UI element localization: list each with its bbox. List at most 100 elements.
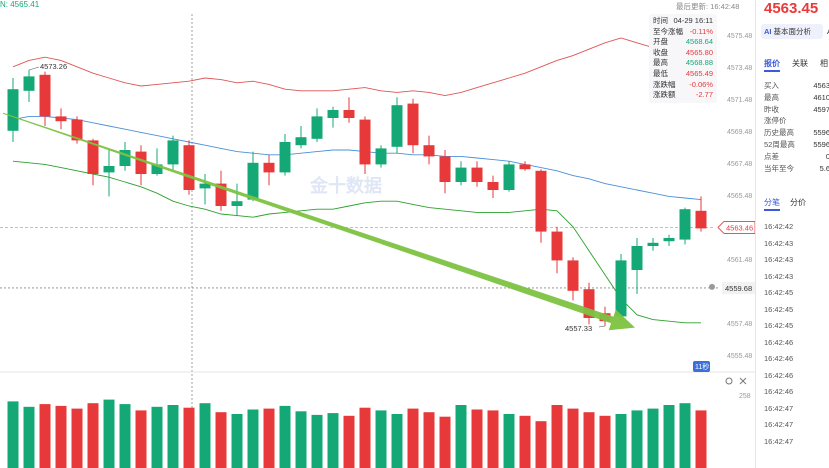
quote-row: 昨收 4597 xyxy=(764,104,829,116)
candle-body xyxy=(39,74,51,117)
volume-bar xyxy=(247,409,259,468)
candle-body xyxy=(247,162,259,200)
bell-icon xyxy=(709,283,715,290)
candle-body xyxy=(663,238,675,242)
volume-bar xyxy=(551,405,563,468)
volume-bar xyxy=(503,414,515,468)
tick-time: 16:42:47 xyxy=(764,403,794,413)
candle-body xyxy=(327,110,339,118)
candle-body xyxy=(151,164,163,174)
volume-bar xyxy=(327,413,339,468)
candlestick-chart[interactable]: 金十数据 4575.48 4573.48 4571.48 4569.48 4567.48 4… xyxy=(0,0,755,468)
volume-bar xyxy=(455,405,467,468)
ai-button-2[interactable]: A xyxy=(827,24,829,39)
ohlc-value: 04-29 16:11 xyxy=(673,16,713,25)
quote-label: 当年至今 xyxy=(764,163,794,173)
quote-value: 4563 xyxy=(813,81,829,90)
volume-bar xyxy=(487,410,499,468)
candle-body xyxy=(311,116,323,139)
volume-bar xyxy=(295,411,307,468)
candle-body xyxy=(135,151,147,174)
candle-body xyxy=(567,260,579,291)
ohlc-info-panel: 时间 04-29 16:11 至今涨幅 -0.11% 开盘 4568.64 收盘 4565.8… xyxy=(649,14,717,103)
volume-bar xyxy=(23,406,35,468)
volume-bar xyxy=(215,412,227,468)
volume-bar xyxy=(663,405,675,468)
quote-label: 昨收 xyxy=(764,104,779,114)
sidebar-tab[interactable]: 相 xyxy=(820,59,828,68)
ohlc-label: 收盘 xyxy=(653,47,668,57)
candle-body xyxy=(391,105,403,147)
chart-area[interactable]: 金十数据 4575.48 4573.48 4571.48 4569.48 4567.48 4… xyxy=(0,0,755,468)
ohlc-label: 最高 xyxy=(653,58,668,68)
quote-value: 5596 xyxy=(813,139,829,149)
tick-time: 16:42:43 xyxy=(764,271,794,281)
sidebar-tab[interactable]: 报价 xyxy=(764,59,780,72)
sidebar-tab[interactable]: 关联 xyxy=(792,59,808,68)
ohlc-value: -0.11% xyxy=(689,26,713,36)
candle-body xyxy=(55,116,67,122)
settings-icon xyxy=(725,377,733,385)
ai-analysis-label: 基本面分析 xyxy=(773,27,812,36)
volume-bar xyxy=(263,408,275,468)
watermark: 金十数据 xyxy=(309,175,382,196)
ohlc-value: -0.06% xyxy=(689,79,713,89)
tick-tabs: 分笔 分价 xyxy=(764,197,816,211)
candle-body xyxy=(503,164,515,190)
candle-body xyxy=(215,183,227,206)
volume-bar xyxy=(695,410,707,468)
ohlc-row: 涨跌幅 -0.06% xyxy=(653,80,713,91)
quote-label: 最高 xyxy=(764,92,779,102)
ohlc-row: 涨跌额 -2.77 xyxy=(653,90,713,101)
tick-time: 16:42:43 xyxy=(764,255,794,264)
ai-analysis-button[interactable]: AI 基本面分析 xyxy=(761,24,823,39)
candle-body xyxy=(71,119,83,141)
tick-tab[interactable]: 分笔 xyxy=(764,198,780,211)
high-label: 4573.26 xyxy=(40,62,67,71)
ohlc-value: -2.77 xyxy=(695,90,713,100)
y-tick-label: 4567.48 xyxy=(727,161,752,168)
volume-bar xyxy=(391,414,403,468)
volume-bar xyxy=(167,405,179,468)
ma-middle-line xyxy=(12,115,702,201)
quote-row: 历史最高 5596 xyxy=(764,127,829,139)
candle-body xyxy=(375,148,387,165)
candle-body xyxy=(199,183,211,189)
sidebar-price: 4563.45 xyxy=(764,0,819,17)
ohlc-row: 收盘 4565.80 xyxy=(653,48,713,59)
y-tick-label: 4555.48 xyxy=(727,353,752,360)
volume-bar xyxy=(343,415,355,468)
candle-body xyxy=(519,164,531,170)
countdown-badge xyxy=(693,361,710,372)
quote-label: 历史最高 xyxy=(764,128,794,138)
ohlc-row: 最低 4565.49 xyxy=(653,69,713,80)
ohlc-row: 最高 4568.88 xyxy=(653,58,713,69)
low-label: 4557.33 xyxy=(565,324,592,333)
trend-arrow xyxy=(2,112,636,331)
candle-body xyxy=(647,242,659,246)
volume-bar xyxy=(71,408,83,468)
volume-bar xyxy=(647,408,659,468)
volume-bar xyxy=(615,414,627,468)
y-tick-label: 4573.48 xyxy=(727,65,752,72)
ohlc-row: 开盘 4568.64 xyxy=(653,37,713,48)
volume-axis-label: 258 xyxy=(739,393,751,400)
quote-label: 52周最高 xyxy=(764,139,795,149)
ai-badge: AI xyxy=(764,27,772,36)
quote-row: 当年至今 5.6 xyxy=(764,163,829,175)
tick-time: 16:42:46 xyxy=(764,387,794,396)
ma-upper-line xyxy=(12,37,701,97)
tick-tab[interactable]: 分价 xyxy=(790,198,806,207)
tick-time: 16:42:45 xyxy=(764,321,794,330)
candle-body xyxy=(615,260,627,317)
tick-time: 16:42:46 xyxy=(764,337,794,347)
volume-bar xyxy=(183,407,195,468)
ohlc-label: 时间 xyxy=(653,16,668,25)
quote-label: 点差 xyxy=(764,151,779,161)
volume-bar xyxy=(375,410,387,468)
quote-label: 买入 xyxy=(764,81,779,90)
tick-time: 16:42:45 xyxy=(764,288,794,297)
tick-time: 16:42:47 xyxy=(764,420,794,429)
candle-body xyxy=(535,170,547,232)
volume-bar xyxy=(583,412,595,468)
